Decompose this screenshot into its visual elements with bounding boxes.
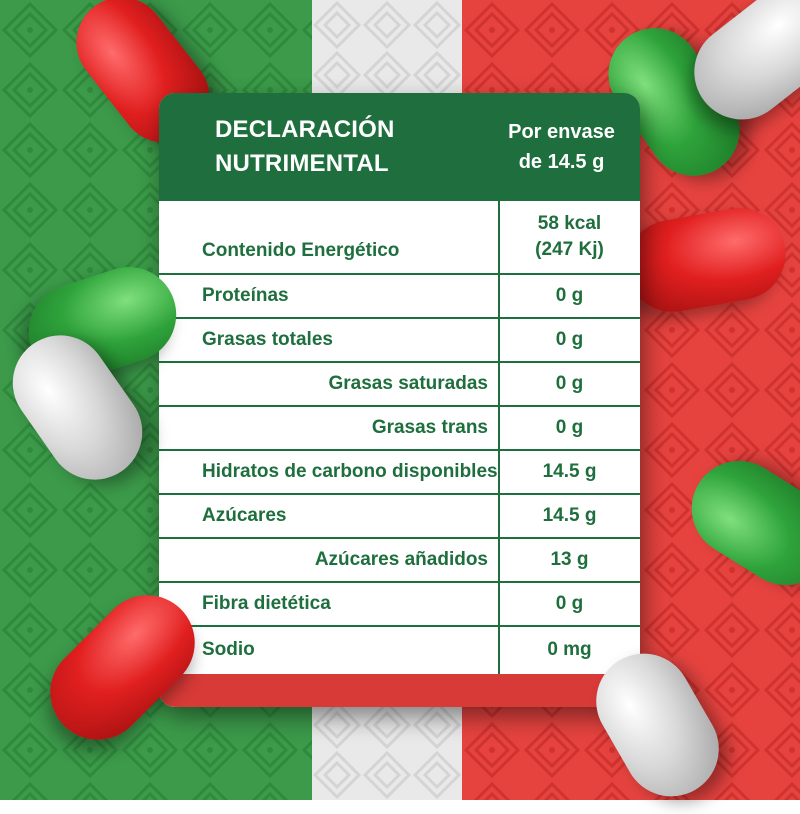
card-header: DECLARACIÓN NUTRIMENTAL Por envase de 14… xyxy=(159,93,640,201)
row-value: 14.5 g xyxy=(542,505,597,526)
title-line: DECLARACIÓN xyxy=(215,116,395,143)
table-row: Fibra dietética 0 g xyxy=(159,583,640,627)
nutrition-facts-card: DECLARACIÓN NUTRIMENTAL Por envase de 14… xyxy=(159,93,640,707)
row-label: Azúcares añadidos xyxy=(314,549,488,570)
row-label: Grasas totales xyxy=(202,329,333,350)
portion-line: de 14.5 g xyxy=(518,151,605,173)
title-line: NUTRIMENTAL xyxy=(215,150,389,177)
row-label: Sodio xyxy=(202,639,255,660)
row-value: 0 g xyxy=(555,373,584,394)
row-label: Fibra dietética xyxy=(202,593,331,614)
row-value: 13 g xyxy=(550,549,589,570)
row-value: 0 g xyxy=(555,329,584,350)
table-row: Hidratos de carbono disponibles 14.5 g xyxy=(159,451,640,495)
table-row: Sodio 0 mg xyxy=(159,627,640,673)
row-value: 58 kcal (247 Kj) xyxy=(499,201,640,273)
row-value: 0 mg xyxy=(547,639,592,660)
nutrition-title: DECLARACIÓN NUTRIMENTAL xyxy=(215,113,395,181)
table-row: Proteínas 0 g xyxy=(159,275,640,319)
table-row: Azúcares añadidos 13 g xyxy=(159,539,640,583)
row-label: Hidratos de carbono disponibles xyxy=(202,461,498,482)
row-label: Proteínas xyxy=(202,285,289,306)
table-row: Grasas trans 0 g xyxy=(159,407,640,451)
table-row: Contenido Energético 58 kcal (247 Kj) xyxy=(159,201,640,275)
table-row: Azúcares 14.5 g xyxy=(159,495,640,539)
table-row: Grasas totales 0 g xyxy=(159,319,640,363)
value-line: 58 kcal xyxy=(537,213,602,234)
row-label: Contenido Energético xyxy=(202,240,400,261)
value-line: (247 Kj) xyxy=(535,239,604,260)
portion-line: Por envase xyxy=(508,121,615,143)
row-value: 0 g xyxy=(555,593,584,614)
row-label: Grasas saturadas xyxy=(328,373,489,394)
card-footer-band xyxy=(159,674,640,707)
row-value: 0 g xyxy=(555,417,584,438)
row-label: Azúcares xyxy=(202,505,287,526)
table-row: Grasas saturadas 0 g xyxy=(159,363,640,407)
nutrition-table: Contenido Energético 58 kcal (247 Kj) Pr… xyxy=(159,201,640,707)
row-value: 14.5 g xyxy=(542,461,597,482)
column-divider xyxy=(498,201,500,675)
portion-size: Por envase de 14.5 g xyxy=(499,117,624,177)
row-label: Grasas trans xyxy=(371,417,488,438)
row-value: 0 g xyxy=(555,285,584,306)
